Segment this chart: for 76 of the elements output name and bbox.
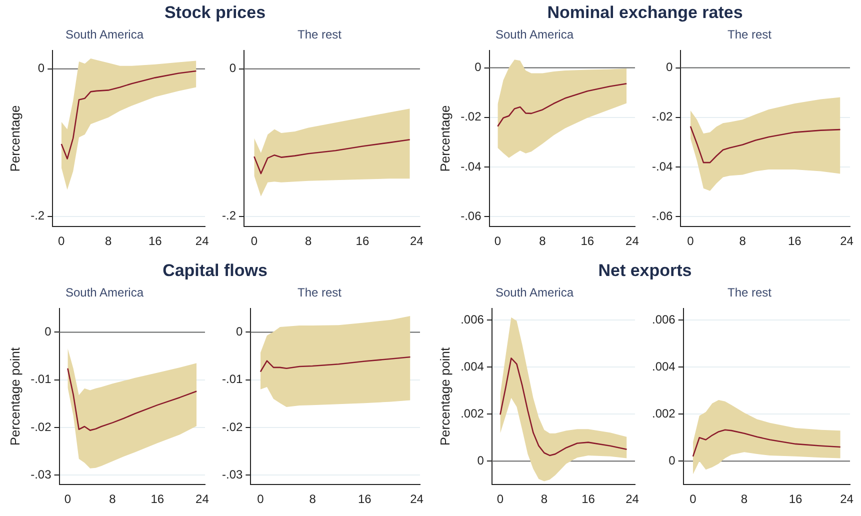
- chart-subtitle: The rest: [727, 286, 772, 300]
- chart-subtitle: South America: [65, 28, 144, 42]
- y-tick-label: -.02: [222, 420, 243, 434]
- x-tick-label: 16: [148, 234, 162, 248]
- x-tick-label: 24: [626, 234, 640, 248]
- y-tick-label: 0: [477, 453, 484, 468]
- y-tick-label: 0: [44, 324, 52, 339]
- y-tick-label: 0: [38, 61, 45, 76]
- chart-title: Nominal exchange rates: [546, 2, 744, 24]
- y-axis-title: Percentage point: [7, 346, 22, 446]
- y-tick-label: -.02: [652, 110, 673, 124]
- x-tick-label: 0: [64, 492, 72, 506]
- y-tick-label: .006: [460, 312, 484, 326]
- x-tick-label: 16: [356, 234, 370, 248]
- y-tick-label: 0: [229, 61, 236, 76]
- x-tick-label: 24: [410, 234, 424, 248]
- x-tick-label: 0: [690, 492, 697, 506]
- x-tick-label: 0: [687, 234, 694, 248]
- x-tick-label: 8: [309, 492, 316, 506]
- x-tick-label: 24: [840, 234, 854, 248]
- x-tick-label: 16: [358, 492, 372, 506]
- x-tick-label: 8: [104, 234, 112, 248]
- y-tick-label: 0: [668, 453, 676, 468]
- x-tick-label: 24: [410, 492, 424, 506]
- chart-title: Capital flows: [162, 260, 268, 282]
- x-tick-label: 8: [540, 492, 548, 506]
- chart-subtitle: South America: [495, 286, 574, 300]
- y-tick-label: .004: [460, 359, 484, 374]
- x-tick-label: 24: [626, 492, 640, 506]
- x-tick-label: 16: [580, 234, 594, 248]
- x-tick-label: 16: [150, 492, 164, 506]
- chart-subtitle: The rest: [297, 286, 342, 300]
- x-tick-label: 8: [739, 234, 746, 248]
- x-tick-label: 16: [788, 234, 802, 248]
- y-tick-label: .002: [460, 406, 484, 420]
- y-tick-label: -.02: [460, 110, 482, 124]
- y-tick-label: -.2: [30, 208, 45, 223]
- x-tick-label: 0: [58, 234, 66, 248]
- y-axis-title: Percentage point: [437, 346, 452, 446]
- y-tick-label: .004: [652, 359, 676, 374]
- y-axis-title: Percentage: [7, 105, 22, 172]
- y-tick-label: -.01: [30, 372, 52, 386]
- x-tick-label: 8: [304, 234, 312, 248]
- y-tick-label: 0: [236, 324, 243, 339]
- y-tick-label: 0: [474, 60, 482, 74]
- y-tick-label: .006: [652, 312, 676, 326]
- y-axis-title: Percentage: [437, 105, 452, 172]
- y-tick-label: -.04: [652, 159, 673, 174]
- x-tick-label: 24: [196, 492, 210, 506]
- y-tick-label: -.06: [460, 208, 482, 223]
- y-tick-label: .002: [652, 406, 676, 420]
- x-tick-label: 16: [788, 492, 803, 506]
- x-tick-label: 0: [494, 234, 502, 248]
- x-tick-label: 24: [840, 492, 854, 506]
- y-tick-label: -.06: [652, 208, 673, 223]
- x-tick-label: 8: [740, 492, 748, 506]
- y-tick-label: -.01: [222, 372, 243, 386]
- y-tick-label: -.02: [30, 420, 52, 434]
- chart-title: Stock prices: [163, 2, 267, 24]
- chart-subtitle: South America: [495, 28, 574, 42]
- chart-subtitle: The rest: [727, 28, 772, 42]
- y-tick-label: -.03: [30, 467, 52, 482]
- x-tick-label: 8: [109, 492, 116, 506]
- y-tick-label: -.03: [222, 467, 243, 482]
- x-tick-label: 16: [582, 492, 596, 506]
- chart-subtitle: South America: [65, 286, 144, 300]
- x-tick-label: 24: [195, 234, 210, 248]
- x-tick-label: 0: [250, 234, 258, 248]
- x-tick-label: 0: [496, 492, 504, 506]
- y-tick-label: -.2: [222, 208, 236, 223]
- y-tick-label: -.04: [460, 159, 482, 174]
- y-tick-label: 0: [666, 60, 673, 74]
- x-tick-label: 0: [257, 492, 264, 506]
- chart-subtitle: The rest: [297, 28, 342, 42]
- chart-title: Net exports: [597, 260, 693, 282]
- x-tick-label: 8: [539, 234, 546, 248]
